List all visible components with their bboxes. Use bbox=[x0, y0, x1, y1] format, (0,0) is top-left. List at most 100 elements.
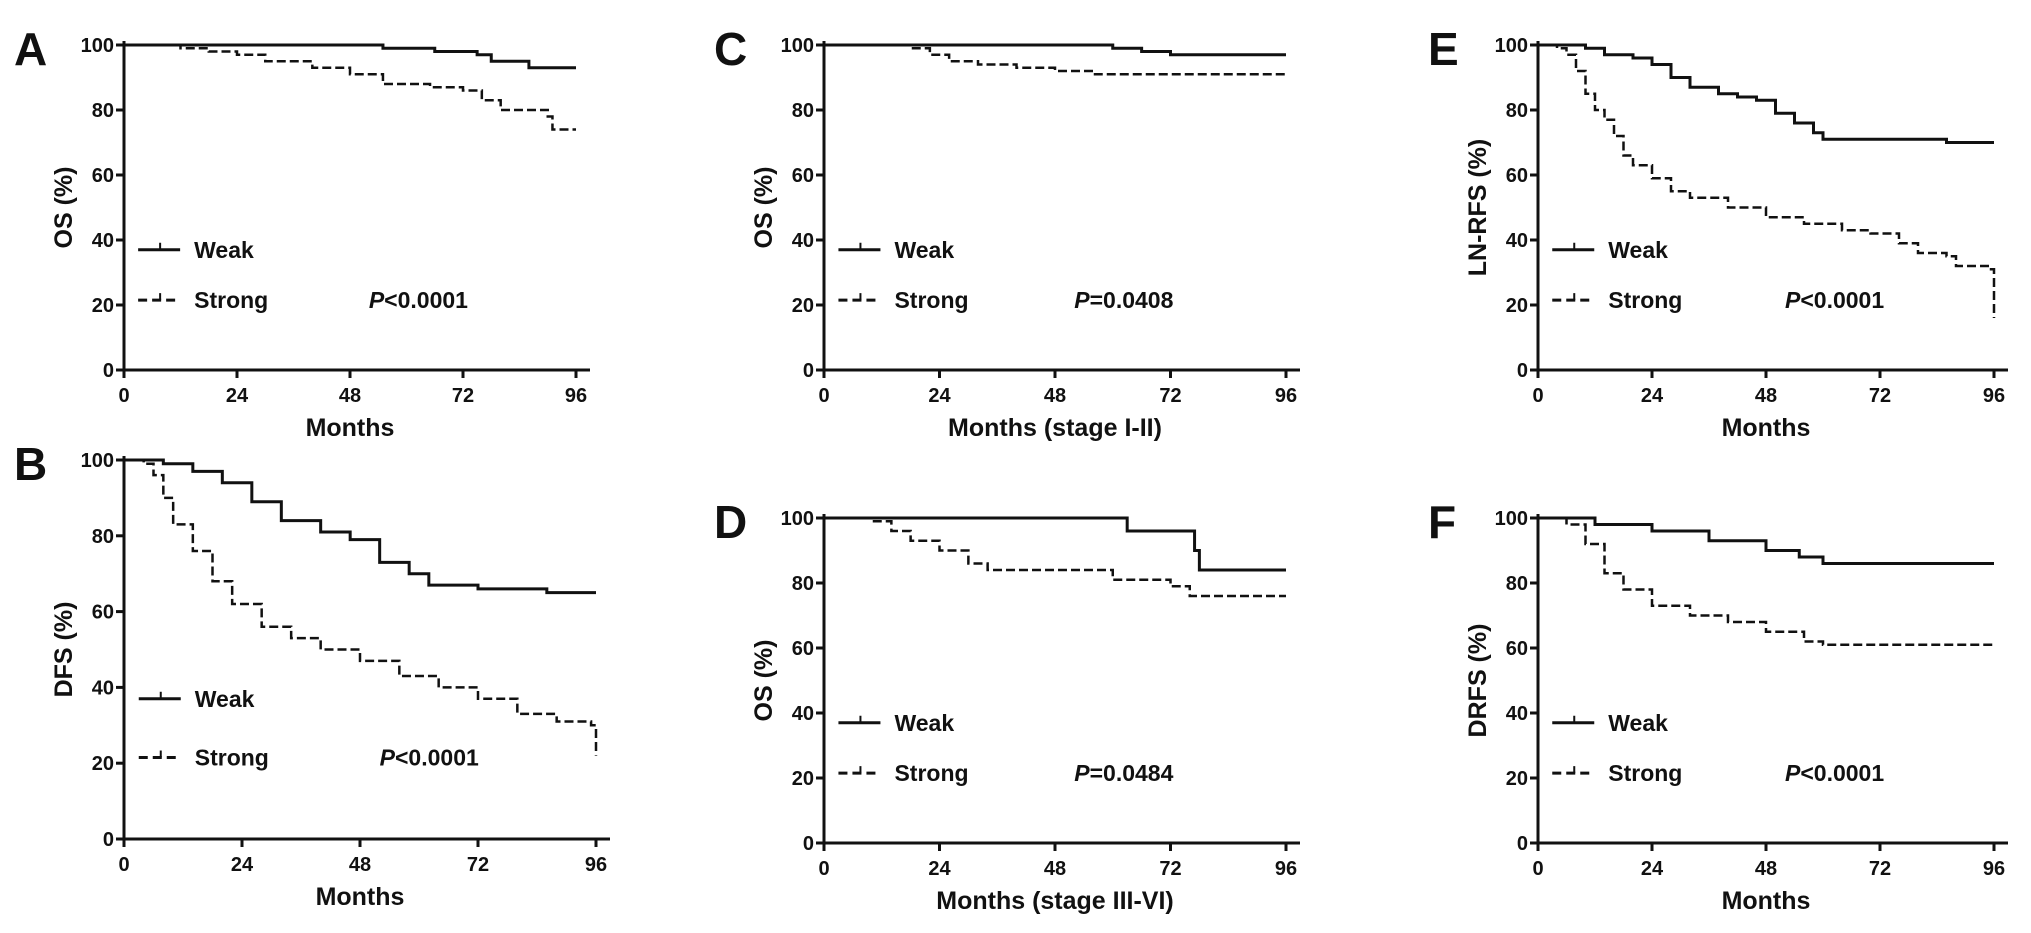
p-value: <0.0001 bbox=[1800, 287, 1884, 313]
legend-label-weak: Weak bbox=[195, 686, 255, 712]
panel-c: C 0 20 40 60 80 100 0 24 48 72 96 Months (stage I-II… bbox=[714, 23, 1300, 442]
y-tick-label: 40 bbox=[792, 703, 814, 725]
x-tick-label: 72 bbox=[467, 854, 489, 876]
y-tick-label: 40 bbox=[92, 230, 114, 252]
curve-strong bbox=[1538, 516, 1994, 646]
y-tick-label: 60 bbox=[1506, 638, 1528, 660]
x-tick-label: 24 bbox=[1641, 858, 1664, 880]
y-tick-label: 40 bbox=[92, 677, 114, 699]
y-tick-label: 0 bbox=[803, 833, 814, 855]
y-tick-label: 80 bbox=[792, 573, 814, 595]
y-tick-label: 20 bbox=[1506, 295, 1528, 317]
x-tick-label: 48 bbox=[339, 385, 361, 407]
curve-weak bbox=[1538, 516, 1994, 565]
y-tick-label: 20 bbox=[1506, 768, 1528, 790]
x-axis-label: Months (stage I-II) bbox=[948, 414, 1162, 442]
curve-weak bbox=[124, 43, 576, 70]
y-axis-label: OS (%) bbox=[50, 167, 78, 249]
legend-label-weak: Weak bbox=[194, 237, 254, 263]
x-tick-label: 0 bbox=[818, 385, 829, 407]
y-tick-label: 100 bbox=[81, 35, 114, 57]
x-tick-label: 24 bbox=[928, 858, 951, 880]
y-tick-label: 60 bbox=[792, 165, 814, 187]
x-tick-label: 48 bbox=[349, 854, 371, 876]
panel-letter: C bbox=[714, 23, 747, 75]
p-value-text: P<0.0001 bbox=[369, 287, 468, 313]
x-tick-label: 96 bbox=[1983, 385, 2005, 407]
x-tick-label: 0 bbox=[118, 385, 129, 407]
p-symbol: P bbox=[1785, 760, 1801, 786]
p-value: <0.0001 bbox=[384, 287, 468, 313]
legend-label-strong: Strong bbox=[194, 287, 268, 313]
curve-strong bbox=[124, 458, 598, 756]
x-tick-label: 0 bbox=[118, 854, 129, 876]
x-tick-label: 96 bbox=[1275, 858, 1297, 880]
x-axis-label: Months (stage III-VI) bbox=[936, 887, 1174, 915]
y-tick-label: 20 bbox=[92, 753, 114, 775]
y-tick-label: 0 bbox=[103, 829, 114, 851]
legend-label-weak: Weak bbox=[894, 237, 954, 263]
y-tick-label: 100 bbox=[81, 450, 114, 472]
y-axis-label: OS (%) bbox=[750, 640, 778, 722]
p-value-text: P<0.0001 bbox=[1785, 760, 1884, 786]
p-value: =0.0408 bbox=[1090, 287, 1174, 313]
x-tick-label: 48 bbox=[1044, 385, 1066, 407]
curve-strong bbox=[1538, 43, 1996, 318]
x-tick-label: 24 bbox=[226, 385, 249, 407]
x-tick-label: 96 bbox=[585, 854, 607, 876]
y-axis-label: DFS (%) bbox=[50, 602, 78, 698]
curve-strong bbox=[124, 43, 576, 131]
y-tick-label: 80 bbox=[92, 100, 114, 122]
curve-weak bbox=[824, 516, 1286, 572]
curve-strong bbox=[824, 516, 1286, 598]
curve-strong bbox=[824, 43, 1286, 76]
y-tick-label: 0 bbox=[103, 360, 114, 382]
panel-letter: E bbox=[1428, 23, 1459, 75]
x-tick-label: 24 bbox=[231, 854, 254, 876]
panel-letter: D bbox=[714, 496, 747, 548]
y-tick-label: 40 bbox=[1506, 230, 1528, 252]
legend-label-weak: Weak bbox=[1608, 237, 1668, 263]
p-symbol: P bbox=[369, 287, 385, 313]
p-value: <0.0001 bbox=[395, 745, 479, 771]
y-tick-label: 100 bbox=[781, 35, 814, 57]
x-tick-label: 48 bbox=[1755, 858, 1777, 880]
y-tick-label: 40 bbox=[1506, 703, 1528, 725]
legend-label-weak: Weak bbox=[894, 710, 954, 736]
x-tick-label: 96 bbox=[565, 385, 587, 407]
x-tick-label: 72 bbox=[1869, 385, 1891, 407]
p-value-text: P<0.0001 bbox=[380, 745, 479, 771]
p-value-text: P<0.0001 bbox=[1785, 287, 1884, 313]
x-tick-label: 24 bbox=[928, 385, 951, 407]
x-tick-label: 0 bbox=[818, 858, 829, 880]
x-tick-label: 72 bbox=[1869, 858, 1891, 880]
y-tick-label: 60 bbox=[92, 602, 114, 624]
x-axis-label: Months bbox=[306, 414, 395, 442]
x-tick-label: 48 bbox=[1044, 858, 1066, 880]
panel-letter: A bbox=[14, 23, 47, 75]
legend-label-strong: Strong bbox=[894, 760, 968, 786]
x-tick-label: 72 bbox=[452, 385, 474, 407]
x-tick-label: 72 bbox=[1159, 858, 1181, 880]
y-tick-label: 100 bbox=[781, 508, 814, 530]
y-tick-label: 40 bbox=[792, 230, 814, 252]
legend-label-strong: Strong bbox=[1608, 287, 1682, 313]
curve-weak bbox=[1538, 43, 1994, 144]
y-tick-label: 60 bbox=[1506, 165, 1528, 187]
p-value-text: P=0.0408 bbox=[1074, 287, 1173, 313]
panel-f: F 0 20 40 60 80 100 0 24 48 72 96 Months DRFS (%) Weak… bbox=[1428, 496, 2008, 915]
panel-e: E 0 20 40 60 80 100 0 24 48 72 96 Months LN-RFS (%) We… bbox=[1428, 23, 2008, 442]
p-symbol: P bbox=[380, 745, 396, 771]
y-tick-label: 0 bbox=[1517, 360, 1528, 382]
y-axis-label: OS (%) bbox=[750, 167, 778, 249]
y-tick-label: 20 bbox=[792, 295, 814, 317]
y-tick-label: 60 bbox=[92, 165, 114, 187]
y-tick-label: 100 bbox=[1495, 35, 1528, 57]
p-symbol: P bbox=[1785, 287, 1801, 313]
legend-label-weak: Weak bbox=[1608, 710, 1668, 736]
panel-b: B 0 20 40 60 80 100 0 24 48 72 96 Months DFS (%) Weak S… bbox=[14, 438, 610, 911]
y-tick-label: 80 bbox=[792, 100, 814, 122]
x-axis-label: Months bbox=[1722, 887, 1811, 915]
x-tick-label: 72 bbox=[1159, 385, 1181, 407]
